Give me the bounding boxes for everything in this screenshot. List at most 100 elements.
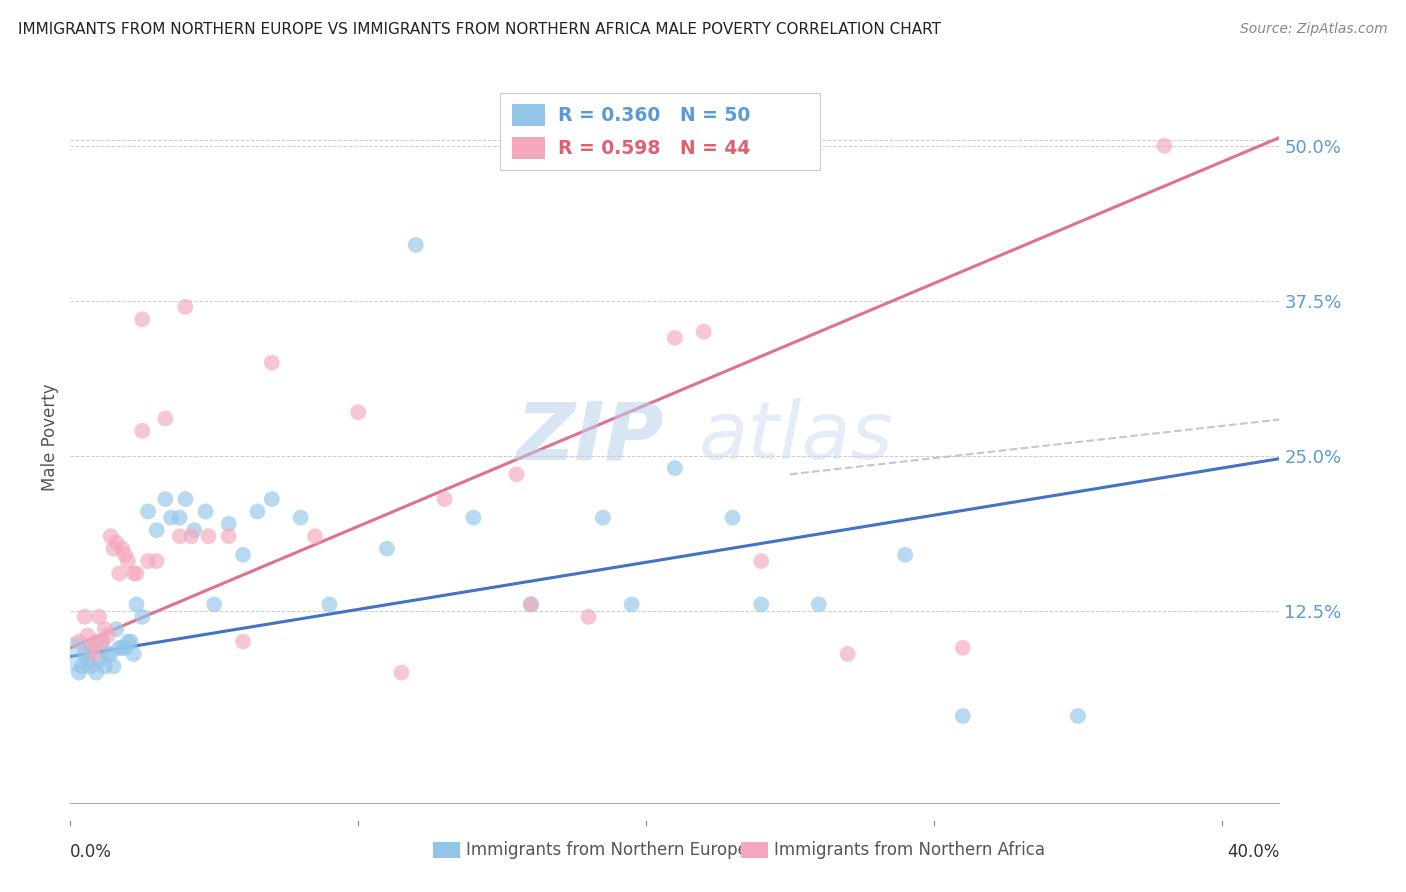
Point [73,647,96,661]
Point [82,647,104,661]
Point [405,238,427,252]
Point [105,535,128,549]
Point [97,628,120,642]
Point [837,647,859,661]
Point [318,598,340,612]
Point [84,665,107,680]
Point [87,610,110,624]
Point [169,510,191,524]
Point [807,598,830,612]
Point [952,640,974,655]
Point [463,510,485,524]
Point [117,634,139,648]
Point [952,709,974,723]
FancyBboxPatch shape [499,94,820,170]
Point [197,529,219,543]
Text: IMMIGRANTS FROM NORTHERN EUROPE VS IMMIGRANTS FROM NORTHERN AFRICA MALE POVERTY : IMMIGRANTS FROM NORTHERN EUROPE VS IMMIG… [18,22,941,37]
Point [218,529,240,543]
Point [202,598,225,612]
Point [136,504,159,518]
Point [520,598,543,612]
Bar [512,104,546,126]
Point [664,461,686,475]
Point [103,541,125,556]
Point [131,610,153,624]
Point [160,510,183,524]
Point [290,510,312,524]
Point [389,665,412,680]
Point [169,529,191,543]
Point [114,640,136,655]
Point [111,640,134,655]
Point [122,566,145,581]
Point [749,554,772,568]
Point [108,566,131,581]
Point [100,529,122,543]
Point [125,566,148,581]
Point [155,491,177,506]
Point [232,548,254,562]
Point [87,653,110,667]
Point [520,598,543,612]
Text: R = 0.360   N = 50: R = 0.360 N = 50 [558,106,749,125]
Point [114,548,136,562]
Point [749,598,772,612]
Point [91,634,114,648]
Text: Immigrants from Northern Europe: Immigrants from Northern Europe [465,840,748,859]
Point [174,491,197,506]
Point [592,510,614,524]
Point [136,554,159,568]
Point [122,647,145,661]
Text: Source: ZipAtlas.com: Source: ZipAtlas.com [1240,22,1388,37]
Point [260,491,283,506]
Point [894,548,917,562]
Point [76,653,98,667]
Point [67,665,90,680]
Point [155,411,177,425]
Point [91,634,114,648]
Point [73,610,96,624]
Point [79,659,101,673]
Point [180,529,202,543]
Point [131,424,153,438]
Point [174,300,197,314]
Point [117,554,139,568]
Point [120,634,142,648]
Point [246,504,269,518]
Point [76,628,98,642]
Text: 40.0%: 40.0% [1227,843,1279,861]
Point [82,640,104,655]
Point [94,622,117,636]
Point [103,659,125,673]
Point [232,634,254,648]
Point [183,523,205,537]
Point [84,634,107,648]
Point [721,510,744,524]
Point [218,516,240,531]
Point [100,647,122,661]
Point [578,610,600,624]
Point [97,647,120,661]
Point [125,598,148,612]
Point [1067,709,1090,723]
Point [347,405,370,419]
Text: Immigrants from Northern Africa: Immigrants from Northern Africa [775,840,1045,859]
Point [433,491,456,506]
Point [260,356,283,370]
Point [131,312,153,326]
Point [505,467,527,482]
Point [94,659,117,673]
Point [194,504,217,518]
Point [105,622,128,636]
Y-axis label: Male Poverty: Male Poverty [41,384,59,491]
Point [1153,138,1175,153]
Point [692,325,714,339]
Text: R = 0.598   N = 44: R = 0.598 N = 44 [558,138,749,158]
Bar [512,137,546,159]
Point [375,541,398,556]
Text: atlas: atlas [699,398,893,476]
Text: ZIP: ZIP [516,398,664,476]
Point [111,541,134,556]
Point [62,647,84,661]
Bar [433,841,460,858]
